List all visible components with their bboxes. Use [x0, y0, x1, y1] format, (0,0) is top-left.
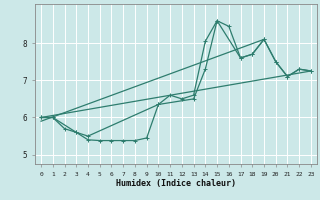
X-axis label: Humidex (Indice chaleur): Humidex (Indice chaleur) [116, 179, 236, 188]
